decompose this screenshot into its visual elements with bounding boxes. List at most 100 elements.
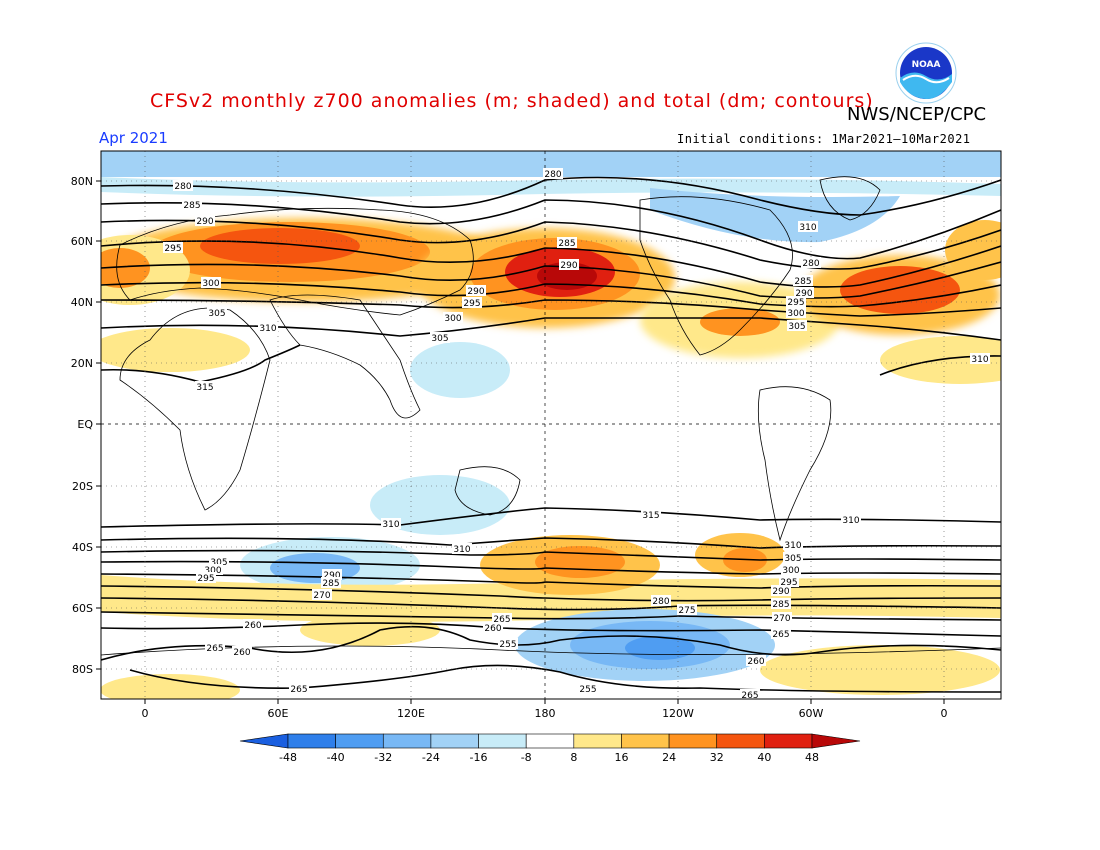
contour-label: 285 [322, 579, 339, 589]
colorbar-tick-label: -8 [521, 751, 532, 764]
contour-label: 255 [579, 685, 596, 695]
contour-label-bg [312, 589, 332, 600]
contour-label: 310 [382, 520, 399, 530]
contour-label-bg [793, 275, 813, 286]
contour-label: 305 [210, 558, 227, 568]
contour-label-bg [195, 215, 215, 226]
lon-label: 60E [268, 707, 289, 720]
contour-label: 280 [544, 170, 561, 180]
contour-label-bg [163, 242, 183, 253]
colorbar-box [764, 733, 813, 749]
chart-title: CFSv2 monthly z700 anomalies (m; shaded)… [150, 90, 874, 112]
contour-label: 260 [233, 648, 250, 658]
contour-label: 265 [772, 630, 789, 640]
contour-label: 310 [971, 355, 988, 365]
contour-label-bg [205, 642, 225, 653]
agency-label: NWS/NCEP/CPC [847, 104, 987, 125]
lon-label: 120E [397, 707, 425, 720]
colorbar-tick-label: -16 [470, 751, 488, 764]
colorbar-box [335, 733, 384, 749]
contour-label: 290 [560, 261, 577, 271]
colorbar-tick-label: -24 [422, 751, 440, 764]
colorbar-box [621, 733, 670, 749]
contour-label: 310 [259, 324, 276, 334]
contour-label-bg [462, 297, 482, 308]
contour-label: 310 [784, 541, 801, 551]
lat-label: 40N [71, 296, 93, 309]
colorbar-tick-label: -40 [327, 751, 345, 764]
contour-label-bg [787, 320, 807, 331]
contour-label-bg [203, 564, 223, 575]
contour-label-bg [209, 556, 229, 567]
coastlines [101, 176, 1001, 656]
colorbar-tick-label: 40 [757, 751, 771, 764]
lon-label: 120W [662, 707, 694, 720]
initial-conditions-label: Initial conditions: 1Mar2021–10Mar2021 [677, 132, 971, 146]
contour-label-bg [677, 604, 697, 615]
colorbar-arrow-high [811, 733, 861, 749]
noaa-logo-icon: NOAA [895, 42, 957, 104]
map-frame [100, 150, 1002, 700]
contour-label: 310 [799, 223, 816, 233]
contour-label: 270 [313, 591, 330, 601]
contour-label: 280 [802, 259, 819, 269]
contour-label-bg [578, 683, 598, 694]
contour-label-bg [771, 598, 791, 609]
lat-label: 60N [71, 235, 93, 248]
colorbar-box [716, 733, 765, 749]
contour-label: 285 [794, 277, 811, 287]
contour-label-bg [173, 180, 193, 191]
contour-label: 280 [174, 182, 191, 192]
contour-label: 285 [772, 600, 789, 610]
contour-label: 310 [453, 545, 470, 555]
contour-label: 295 [780, 578, 797, 588]
contour-label: 270 [773, 614, 790, 624]
contour-label: 315 [642, 511, 659, 521]
contour-label-bg [498, 638, 518, 649]
colorbar-box [668, 733, 718, 749]
contour-label: 275 [678, 606, 695, 616]
contour-label-bg [801, 257, 821, 268]
contour-label-bg [492, 613, 512, 624]
contour-label: 295 [463, 299, 480, 309]
lon-label: 0 [142, 707, 149, 720]
colorbar-tick-label: 8 [570, 751, 577, 764]
lat-label: 80N [71, 175, 93, 188]
contour-label: 290 [323, 571, 340, 581]
lon-label: 60W [799, 707, 824, 720]
contour-labels: 2802852902953003053103152802852902902953… [163, 168, 990, 699]
colorbar-box [382, 733, 432, 749]
colorbar-box [573, 733, 622, 749]
lat-label: 20S [72, 480, 93, 493]
longitude-labels: 0 60E 120E 180 120W 60W 0 [142, 699, 948, 720]
contour-label: 295 [787, 298, 804, 308]
month-label: Apr 2021 [99, 129, 168, 147]
contour-label: 255 [499, 640, 516, 650]
contour-label: 290 [196, 217, 213, 227]
contour-label-bg [196, 572, 216, 583]
contour-label: 295 [197, 574, 214, 584]
contour-label: 300 [202, 279, 219, 289]
contour-label: 280 [652, 597, 669, 607]
graticule-dotted [101, 151, 1001, 699]
contour-label-bg [559, 259, 579, 270]
contour-label: 300 [782, 566, 799, 576]
contour-label-bg [195, 381, 215, 392]
contour-label: 310 [842, 516, 859, 526]
contour-label-bg [772, 612, 792, 623]
contour-label-bg [182, 199, 202, 210]
contour-label-bg [258, 322, 278, 333]
colorbar-box [287, 733, 336, 749]
colorbar-tick-label: -48 [279, 751, 297, 764]
contour-label-bg [466, 285, 486, 296]
contour-label-bg [783, 539, 803, 550]
contour-label-bg [746, 655, 766, 666]
contour-label: 300 [787, 309, 804, 319]
contour-label-bg [557, 237, 577, 248]
contour-label-bg [779, 576, 799, 587]
contour-label-bg [289, 683, 309, 694]
contour-label-bg [781, 564, 801, 575]
graticule [101, 151, 1001, 699]
contour-label: 265 [206, 644, 223, 654]
contour-label-bg [543, 168, 563, 179]
